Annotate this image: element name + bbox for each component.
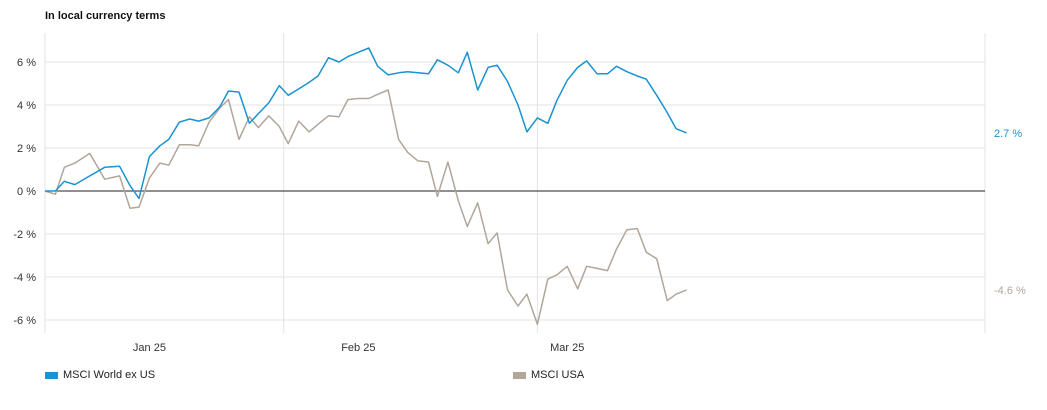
grid-layer bbox=[44, 33, 986, 333]
legend-label-usa: MSCI USA bbox=[531, 369, 585, 381]
y-tick-label: 0 % bbox=[17, 186, 36, 198]
label-layer: 2.7 % -4.6 % bbox=[994, 128, 1026, 297]
series-line-usa bbox=[44, 89, 687, 326]
end-label-world: 2.7 % bbox=[994, 128, 1022, 140]
y-tick-label: -2 % bbox=[13, 229, 36, 241]
end-label-usa: -4.6 % bbox=[994, 285, 1026, 297]
y-tick-label: 2 % bbox=[17, 143, 36, 155]
y-tick-label: 6 % bbox=[17, 57, 36, 69]
y-tick-label: -4 % bbox=[13, 272, 36, 284]
y-tick-label: -6 % bbox=[13, 315, 36, 327]
legend-item-usa: MSCI USA bbox=[513, 369, 584, 381]
x-tick-label: Feb 25 bbox=[341, 342, 375, 354]
legend-label-world: MSCI World ex US bbox=[63, 369, 156, 381]
series-layer bbox=[44, 47, 687, 326]
legend-swatch-world bbox=[45, 371, 58, 379]
chart-title: In local currency terms bbox=[45, 10, 166, 22]
series-line-world bbox=[45, 47, 687, 200]
x-tick-label: Jan 25 bbox=[133, 342, 166, 354]
x-tick-label: Mar 25 bbox=[550, 342, 584, 354]
y-tick-label: 4 % bbox=[17, 100, 36, 112]
legend-item-world: MSCI World ex US bbox=[45, 369, 155, 381]
axis-layer: 6 % 4 % 2 % 0 % -2 % -4 % -6 % Jan 25 Feb 25 Mar … bbox=[13, 57, 985, 354]
legend-swatch-usa bbox=[513, 371, 526, 379]
